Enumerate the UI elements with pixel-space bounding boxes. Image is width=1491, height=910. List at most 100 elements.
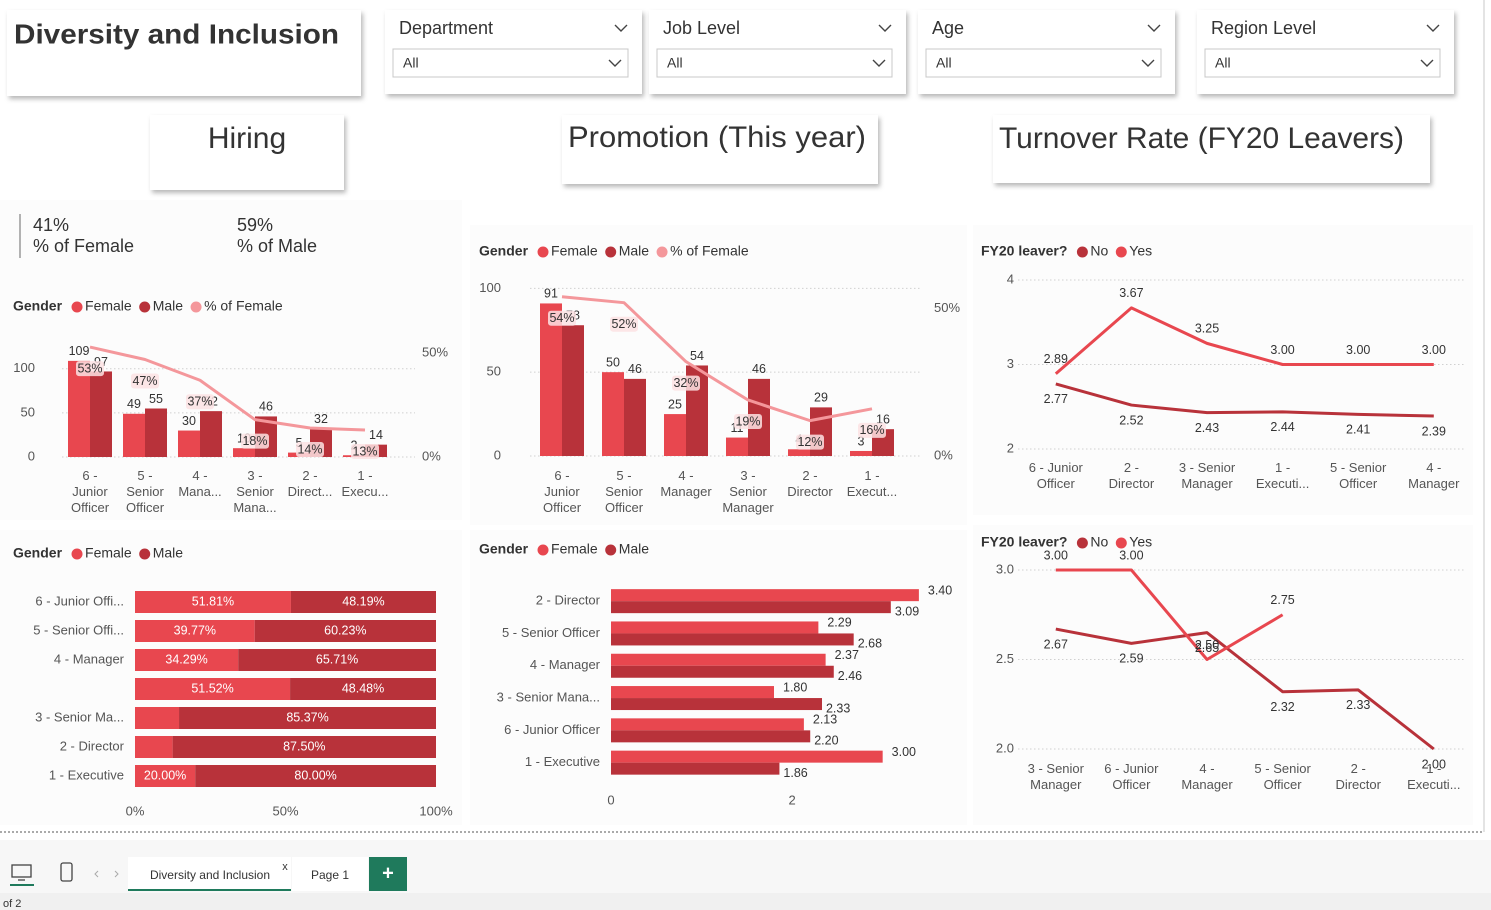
next-page[interactable] xyxy=(114,870,119,878)
legend-swatch xyxy=(1076,537,1088,549)
y2-tick-label: 50% xyxy=(422,345,448,360)
legend-label: Yes xyxy=(1129,243,1152,259)
desktop-view-icon[interactable] xyxy=(10,864,34,886)
data-label: 3.00 xyxy=(1044,548,1068,562)
data-label: 109 xyxy=(69,344,90,358)
bar xyxy=(200,411,222,457)
data-label: 18% xyxy=(242,434,267,448)
data-label: 2.52 xyxy=(1119,413,1143,427)
data-label: 2.50 xyxy=(1195,638,1219,652)
x-tick-label: 6 - Junior Officer xyxy=(1104,761,1159,792)
legend-title: FY20 leaver? xyxy=(981,534,1067,550)
y-tick-label: 50 xyxy=(21,404,35,419)
data-label-bg xyxy=(672,375,700,391)
y2-tick-label: 0% xyxy=(934,447,953,462)
slicer-value[interactable]: All xyxy=(936,55,952,71)
x-tick-label: 4 -Manager xyxy=(1408,460,1460,491)
close-tab[interactable]: x xyxy=(282,861,288,873)
data-label: 3.00 xyxy=(1422,343,1446,357)
bar-segment xyxy=(135,649,239,671)
page-tab-label[interactable]: Page 1 xyxy=(311,868,349,882)
y-tick-label: 3.0 xyxy=(996,561,1014,576)
data-label: 2.59 xyxy=(1119,652,1143,666)
data-label-bg xyxy=(351,444,379,460)
bar xyxy=(788,449,810,456)
x-tick-label: 4 -Manager xyxy=(660,468,712,499)
data-label: 65.71% xyxy=(316,652,358,666)
y-tick-label: 2.0 xyxy=(996,740,1014,755)
y-tick-label: 50 xyxy=(487,364,501,379)
panel xyxy=(973,225,1473,515)
data-label: 3.40 xyxy=(928,583,952,597)
data-label: 2.39 xyxy=(1422,424,1446,438)
y-tick-label: 100 xyxy=(13,360,35,375)
slicer-dropdown[interactable] xyxy=(925,48,1162,78)
y-tick-label: 100 xyxy=(479,280,501,295)
x-tick-label: 5 -Senior Officer xyxy=(126,468,165,515)
data-label: 3.00 xyxy=(1119,548,1143,562)
y-tick-label: 5 - Senior Officer xyxy=(502,625,601,640)
bar xyxy=(562,325,584,456)
x-tick-label: 2 xyxy=(788,792,795,807)
x-tick-label: 3 - Senior Manager xyxy=(1028,761,1085,792)
x-tick-label: 5 - Senior Officer xyxy=(1330,460,1387,491)
data-label-bg xyxy=(796,434,824,450)
data-label: 3.25 xyxy=(1195,322,1219,336)
slicer-group: Department All Job Level All Age All Region Le… xyxy=(385,10,1454,94)
y-tick-label: 4 - Manager xyxy=(54,651,125,666)
legend-label: Male xyxy=(153,298,184,314)
slicer-value[interactable]: All xyxy=(667,55,683,71)
status-bar xyxy=(0,893,1491,910)
page-tab-label[interactable]: Diversity and Inclusion xyxy=(150,868,270,882)
bar-segment xyxy=(135,620,255,642)
y-tick-label: 2.5 xyxy=(996,651,1014,666)
bar xyxy=(611,686,774,699)
data-label: 2.65 xyxy=(1195,641,1219,655)
legend-label: Female xyxy=(85,298,132,314)
slicer-label: Age xyxy=(932,18,964,38)
data-label: 80.00% xyxy=(294,768,336,782)
page-tab[interactable] xyxy=(128,857,291,891)
y-tick-label: 2 - Director xyxy=(60,738,125,753)
y-tick-label: 2 xyxy=(1007,440,1014,455)
bar xyxy=(611,750,883,763)
bar xyxy=(602,372,624,456)
data-label-bg xyxy=(734,413,762,429)
legend-label: Female xyxy=(551,541,598,557)
slicer-dropdown[interactable] xyxy=(656,48,893,78)
data-label: 2.29 xyxy=(827,616,851,630)
bar-segment xyxy=(238,649,436,671)
page-tab[interactable] xyxy=(292,857,368,891)
data-label: 3.00 xyxy=(892,745,916,759)
data-label: 47% xyxy=(132,374,157,388)
chevron xyxy=(1426,24,1440,32)
bar xyxy=(611,633,854,646)
slicer-value[interactable]: All xyxy=(403,55,419,71)
panel xyxy=(973,525,1473,825)
data-label: 2.43 xyxy=(1195,421,1219,435)
slicer-dropdown[interactable] xyxy=(1204,48,1441,78)
data-label: 2.75 xyxy=(1270,593,1294,607)
x-tick-label: 1 -Execu... xyxy=(342,468,389,499)
legend-swatch xyxy=(537,544,549,556)
data-label-bg xyxy=(548,310,576,326)
mobile-view-icon[interactable] xyxy=(60,862,73,882)
prev-page[interactable] xyxy=(94,870,99,878)
add-page[interactable] xyxy=(369,857,407,891)
legend-swatch xyxy=(71,301,83,313)
slicer-value[interactable]: All xyxy=(1215,55,1231,71)
line xyxy=(1054,306,1434,375)
chevron xyxy=(1147,24,1161,32)
legend-label: No xyxy=(1090,243,1108,259)
kpi-label: % of Male xyxy=(237,236,317,256)
data-label: 2.13 xyxy=(813,713,837,727)
y-tick-label: 6 - Junior Offi... xyxy=(35,593,124,608)
slicer-dropdown[interactable] xyxy=(392,48,629,78)
data-label: 2.33 xyxy=(1346,698,1370,712)
x-tick-label: 6 - Junior Officer xyxy=(1029,460,1084,491)
data-label: 39.77% xyxy=(174,623,216,637)
bar-segment xyxy=(135,765,196,787)
kpi-label: % of Female xyxy=(33,236,134,256)
add-page-label[interactable]: + xyxy=(382,862,394,884)
